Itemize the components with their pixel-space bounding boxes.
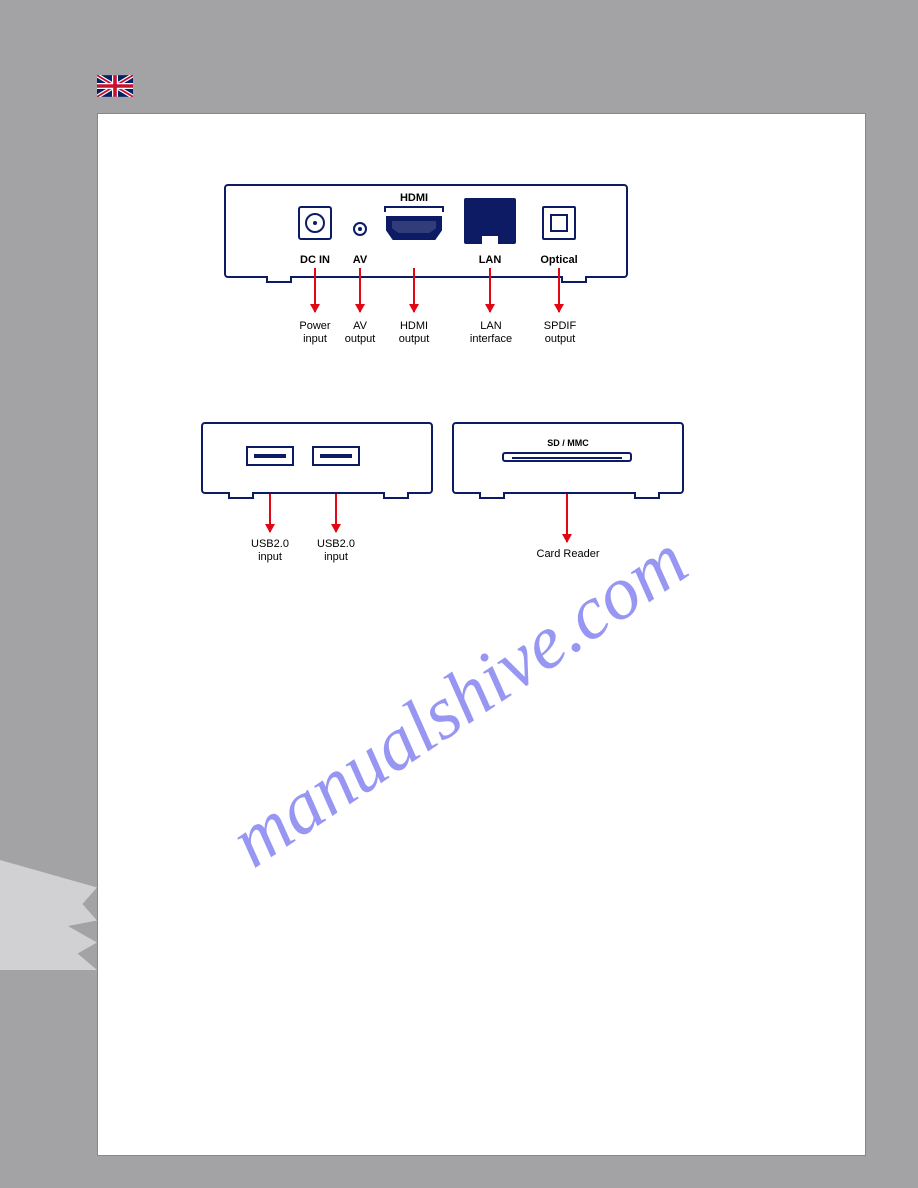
manual-page: HDMI DC IN AV LAN Optical Power input AV… <box>97 113 866 1156</box>
sd-callout: Card Reader <box>532 548 604 561</box>
document-frame: HDMI DC IN AV LAN Optical Power input AV… <box>0 0 918 1188</box>
av-callout: AV output <box>340 320 380 345</box>
sd-top-label: SD / MMC <box>538 438 598 448</box>
hdmi-port <box>386 216 442 240</box>
arrow <box>413 268 415 312</box>
arrow <box>489 268 491 312</box>
lan-port <box>464 198 516 244</box>
page-tear-decoration <box>0 860 97 970</box>
uk-flag-icon <box>97 75 133 97</box>
usb-port-1 <box>246 446 294 466</box>
arrow <box>566 494 568 542</box>
sd-card-slot <box>502 452 632 462</box>
dc-callout: Power input <box>294 320 336 345</box>
optical-callout: SPDIF output <box>540 320 580 345</box>
arrow <box>335 494 337 532</box>
dc-in-label: DC IN <box>293 254 337 266</box>
arrow <box>314 268 316 312</box>
lan-label: LAN <box>472 254 508 266</box>
hdmi-bracket <box>384 206 444 212</box>
arrow <box>558 268 560 312</box>
optical-label: Optical <box>534 254 584 266</box>
av-port <box>353 222 367 236</box>
av-label: AV <box>348 254 372 266</box>
optical-port <box>542 206 576 240</box>
dc-in-port <box>298 206 332 240</box>
port-diagram: HDMI DC IN AV LAN Optical Power input AV… <box>98 114 865 1155</box>
arrow <box>269 494 271 532</box>
hdmi-callout: HDMI output <box>394 320 434 345</box>
lan-callout: LAN interface <box>464 320 518 345</box>
arrow <box>359 268 361 312</box>
usb1-callout: USB2.0 input <box>244 538 296 563</box>
hdmi-top-label: HDMI <box>396 192 432 204</box>
usb2-callout: USB2.0 input <box>310 538 362 563</box>
usb-port-2 <box>312 446 360 466</box>
